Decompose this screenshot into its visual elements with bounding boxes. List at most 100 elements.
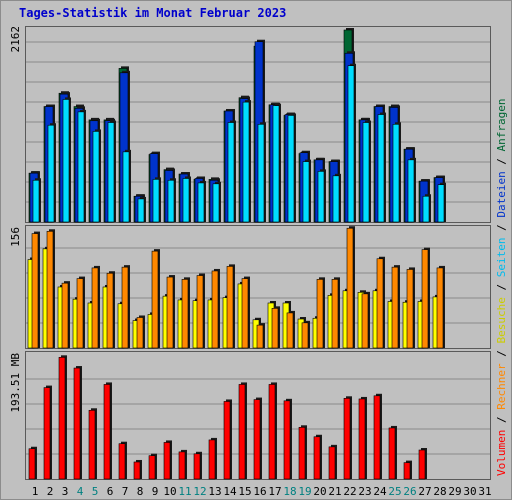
bar-volumen <box>313 436 321 480</box>
bar-volumen <box>283 400 291 480</box>
x-tick-label: 26 <box>403 485 416 498</box>
x-tick-label: 17 <box>268 485 281 498</box>
x-tick-label: 11 <box>178 485 191 498</box>
x-tick-label: 21 <box>328 485 341 498</box>
bar-rechner <box>286 312 294 349</box>
bar-rechner <box>196 275 204 349</box>
bar-rechner <box>376 258 384 349</box>
y-axis-max-label: 193.51 MB <box>9 353 22 413</box>
bar-rechner <box>271 308 279 349</box>
bar-seiten <box>152 179 160 223</box>
bar-volumen <box>418 449 426 480</box>
bar-rechner <box>421 249 429 349</box>
x-tick-label: 27 <box>418 485 431 498</box>
x-tick-label: 13 <box>208 485 221 498</box>
bar-seiten <box>422 195 430 223</box>
bar-seiten <box>377 114 385 223</box>
x-tick-label: 22 <box>343 485 356 498</box>
legend-entry: Besuche <box>495 297 508 343</box>
bar-seiten <box>257 124 265 223</box>
bar-volumen <box>388 427 396 480</box>
bar-seiten <box>197 182 205 223</box>
x-tick-label: 1 <box>32 485 39 498</box>
x-tick-label: 25 <box>388 485 401 498</box>
x-tick-label: 8 <box>137 485 144 498</box>
bar-rechner <box>136 317 144 349</box>
bar-volumen <box>373 395 381 480</box>
bar-rechner <box>91 267 99 349</box>
x-tick-label: 4 <box>77 485 84 498</box>
x-tick-label: 18 <box>283 485 296 498</box>
legend-entry: Seiten <box>495 238 508 278</box>
bar-seiten <box>182 178 190 223</box>
bar-rechner <box>121 266 129 349</box>
legend-entry: / <box>495 277 508 297</box>
panel-border <box>25 26 491 223</box>
bar-volumen <box>73 367 81 480</box>
bar-rechner <box>151 250 159 349</box>
x-tick-label: 24 <box>373 485 387 498</box>
bar-rechner <box>361 293 369 349</box>
bar-rechner <box>166 276 174 349</box>
bar-seiten <box>347 65 355 223</box>
bar-rechner <box>391 266 399 349</box>
right-legend: Volumen / Rechner / Besuche / Seiten / D… <box>495 98 508 476</box>
x-tick-label: 3 <box>62 485 69 498</box>
bar-rechner <box>31 233 39 349</box>
bar-seiten <box>107 122 115 223</box>
bar-volumen <box>268 384 276 480</box>
legend-entry: / <box>495 218 508 238</box>
bar-rechner <box>436 267 444 349</box>
x-tick-label: 15 <box>238 485 251 498</box>
legend-entry: Rechner <box>495 363 508 410</box>
bar-volumen <box>343 398 351 480</box>
bar-seiten <box>122 151 130 223</box>
bar-rechner <box>181 279 189 349</box>
bar-seiten <box>437 184 445 223</box>
bar-volumen <box>193 453 201 480</box>
bar-seiten <box>242 101 250 223</box>
bar-volumen <box>238 384 246 480</box>
y-axis-max-label: 156 <box>9 227 22 247</box>
chart-title: Tages-Statistik im Monat Februar 2023 <box>19 6 287 20</box>
bar-rechner <box>76 278 84 349</box>
bar-seiten <box>362 122 370 223</box>
bar-volumen <box>103 384 111 480</box>
bar-seiten <box>92 131 100 223</box>
x-tick-label: 31 <box>478 485 491 498</box>
y-axis-max-label: 2162 <box>9 26 22 53</box>
bar-seiten <box>47 124 55 223</box>
x-tick-label: 12 <box>193 485 206 498</box>
x-tick-label: 5 <box>92 485 99 498</box>
bar-rechner <box>106 272 114 349</box>
bar-seiten <box>332 175 340 223</box>
bar-volumen <box>253 399 261 480</box>
x-tick-label: 9 <box>152 485 159 498</box>
legend-entry: Dateien <box>495 171 508 217</box>
bar-volumen <box>28 448 36 480</box>
x-tick-label: 28 <box>433 485 446 498</box>
bar-volumen <box>223 401 231 480</box>
bar-volumen <box>58 357 66 480</box>
bar-volumen <box>358 398 366 480</box>
bar-seiten <box>407 159 415 223</box>
bar-seiten <box>287 115 295 223</box>
bar-rechner <box>331 279 339 349</box>
bar-seiten <box>77 111 85 223</box>
x-tick-label: 2 <box>47 485 54 498</box>
bar-seiten <box>137 198 145 223</box>
bar-volumen <box>43 387 51 480</box>
bar-rechner <box>61 282 69 349</box>
bar-seiten <box>317 171 325 223</box>
bar-rechner <box>46 230 54 349</box>
bar-seiten <box>302 161 310 223</box>
bar-volumen <box>163 442 171 480</box>
bar-volumen <box>208 439 216 480</box>
bar-rechner <box>301 322 309 349</box>
bar-rechner <box>316 279 324 349</box>
bar-seiten <box>62 99 70 223</box>
bar-seiten <box>167 179 175 223</box>
bar-rechner <box>241 278 249 349</box>
